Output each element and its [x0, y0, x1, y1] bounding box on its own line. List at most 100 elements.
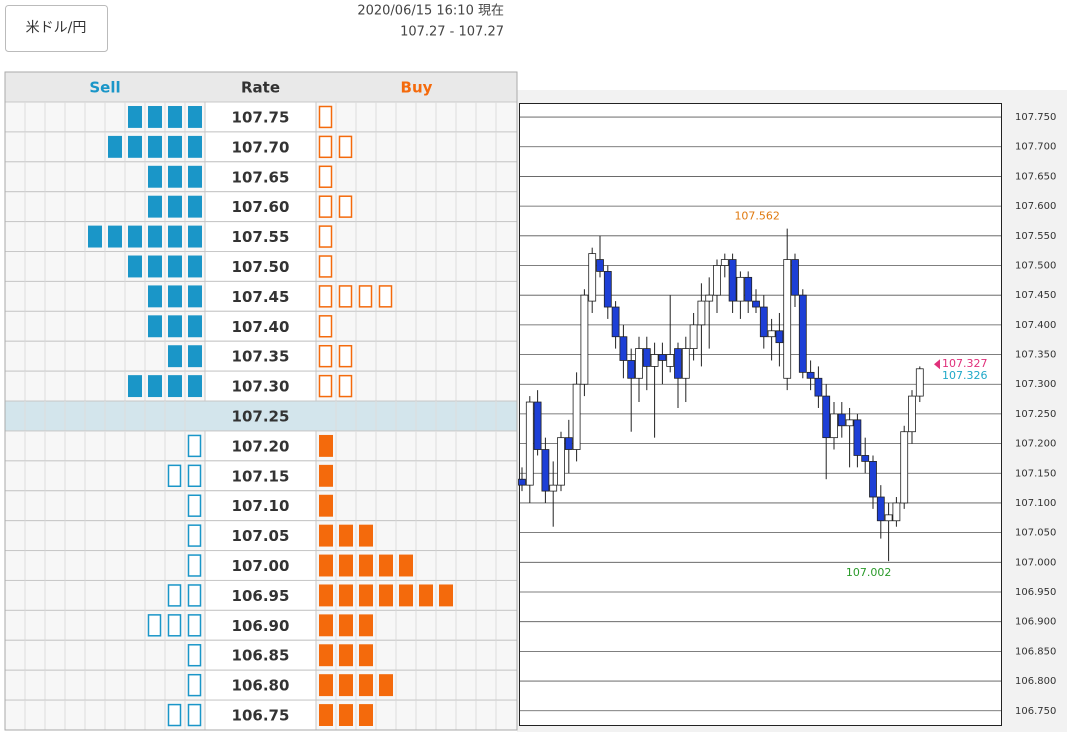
sell-orders — [187, 673, 202, 697]
sell-box — [148, 106, 162, 128]
candle-body — [650, 354, 659, 367]
buy-box — [399, 584, 413, 607]
candle-body — [611, 306, 620, 338]
buy-box — [439, 584, 453, 607]
sell-box — [188, 375, 202, 398]
sell-box — [128, 135, 142, 158]
buy-box — [358, 285, 373, 308]
rate: 107.35 — [232, 348, 290, 366]
rate-cell-bg — [204, 699, 317, 731]
buy-box — [379, 584, 393, 607]
rate-cell-bg — [204, 609, 317, 641]
candle-body — [697, 300, 706, 326]
y-tick-label: 107.350 — [1015, 350, 1056, 361]
candle-body — [822, 395, 831, 439]
sell-box — [188, 285, 202, 308]
buy-orders — [319, 584, 453, 607]
sell-box — [148, 135, 162, 158]
buy-orders — [318, 225, 333, 248]
sell-orders — [108, 135, 202, 158]
bid-label: 107.326 — [942, 369, 988, 382]
rate: 107.60 — [232, 198, 290, 216]
sell-box — [187, 464, 202, 488]
sell-box — [167, 584, 182, 607]
pair-button-label[interactable]: 米ドル/円 — [26, 20, 87, 36]
y-tick-label: 107.700 — [1015, 142, 1056, 153]
buy-box — [359, 524, 373, 547]
rate: 107.75 — [232, 108, 290, 126]
candle-body — [557, 437, 565, 486]
table-border — [4, 71, 518, 731]
sell-box — [187, 554, 202, 577]
candle-body — [518, 478, 526, 486]
buy-orders — [319, 494, 333, 517]
sell-box — [188, 135, 202, 158]
sell-box — [148, 315, 162, 338]
buy-box — [319, 554, 333, 577]
buy-box — [359, 644, 373, 667]
buy-box — [318, 374, 333, 398]
column-header: Rate — [241, 79, 280, 97]
buy-box — [339, 674, 353, 697]
buy-box — [338, 344, 353, 368]
candle-body — [728, 259, 737, 302]
buy-box — [338, 195, 353, 218]
sell-orders — [167, 703, 202, 727]
y-tick-label: 107.500 — [1015, 260, 1056, 271]
buy-box — [379, 554, 393, 577]
sell-box — [128, 225, 142, 248]
sell-orders — [187, 524, 202, 547]
sell-box — [187, 644, 202, 667]
buy-box — [319, 674, 333, 697]
buy-orders — [319, 434, 333, 457]
candle-body — [798, 294, 807, 373]
candle-body — [752, 300, 760, 308]
sell-box — [108, 135, 122, 158]
sell-box — [167, 614, 182, 637]
candle-body — [791, 259, 799, 296]
sell-box — [148, 195, 162, 218]
sell-box — [188, 315, 202, 338]
rate: 107.50 — [232, 258, 290, 276]
rate: 107.55 — [232, 228, 290, 246]
sell-box — [187, 673, 202, 697]
y-tick-label: 107.650 — [1015, 171, 1056, 182]
y-tick-label: 106.900 — [1015, 617, 1056, 628]
rate-cell-bg — [204, 191, 317, 223]
sell-box — [128, 106, 142, 128]
candle-body — [564, 437, 573, 450]
candle-body — [681, 348, 690, 379]
candle-body — [525, 401, 534, 486]
buy-box — [339, 584, 353, 607]
y-tick-label: 106.850 — [1015, 646, 1056, 657]
rate: 107.05 — [232, 527, 290, 545]
sell-box — [188, 225, 202, 248]
y-tick-label: 106.950 — [1015, 587, 1056, 598]
sell-orders — [128, 106, 202, 128]
rate: 107.70 — [232, 138, 290, 156]
buy-box — [318, 225, 333, 248]
row-bg — [4, 400, 518, 432]
sell-box — [168, 255, 182, 278]
buy-orders — [318, 374, 353, 398]
buy-orders — [319, 674, 393, 697]
candle-body — [853, 419, 862, 456]
candle-body — [541, 449, 550, 492]
sell-box — [188, 106, 202, 128]
sell-box — [168, 195, 182, 218]
candle-body — [705, 294, 714, 302]
rate: 106.85 — [232, 647, 290, 665]
buy-orders — [319, 644, 373, 667]
rate-cell-bg — [204, 430, 317, 462]
sell-orders — [187, 434, 202, 458]
pair-button[interactable] — [5, 5, 108, 52]
buy-box — [318, 344, 333, 368]
candle-body — [783, 259, 792, 379]
buy-box — [319, 494, 333, 517]
y-tick-label: 107.250 — [1015, 409, 1056, 420]
sell-orders — [167, 584, 202, 607]
sell-box — [128, 255, 142, 278]
candle-body — [915, 368, 924, 397]
buy-box — [339, 554, 353, 577]
